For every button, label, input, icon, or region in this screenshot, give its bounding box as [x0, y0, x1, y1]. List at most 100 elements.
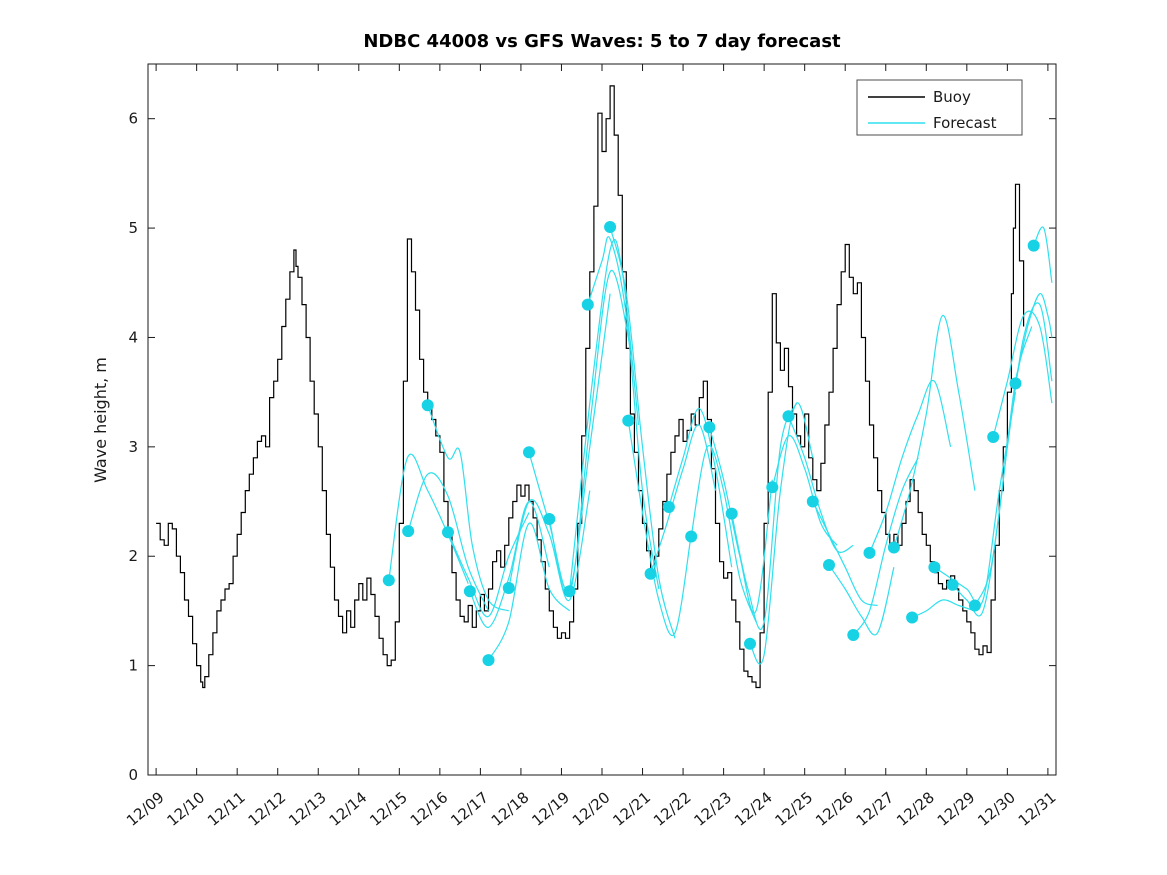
legend-forecast-label: Forecast [933, 114, 997, 132]
forecast-run-line [569, 238, 640, 592]
forecast-start-marker [863, 546, 876, 559]
x-tick-label: 12/30 [974, 788, 1019, 830]
y-tick-label: 0 [128, 766, 138, 784]
x-tick-label: 12/24 [731, 788, 776, 830]
forecast-start-marker [442, 526, 454, 539]
x-tick-label: 12/22 [650, 788, 695, 830]
forecast-start-marker [806, 495, 819, 508]
forecast-start-marker [382, 574, 395, 587]
forecast-start-marker [1027, 239, 1040, 252]
forecast-start-marker [463, 585, 476, 598]
forecast-run-line [407, 472, 490, 612]
forecast-run-line [952, 326, 1033, 617]
forecast-start-marker [662, 501, 675, 513]
forecast-start-marker [946, 578, 959, 591]
forecast-start-marker [987, 431, 1000, 443]
forecast-start-marker [906, 611, 919, 624]
legend: Buoy Forecast [856, 79, 1023, 136]
forecast-run-line [911, 599, 976, 619]
y-tick-label: 6 [128, 110, 138, 128]
forecast-run-line [992, 310, 1053, 438]
forecast-run-line [508, 490, 591, 601]
x-tick-label: 12/29 [934, 788, 979, 830]
forecast-start-marker [928, 561, 941, 574]
x-tick-label: 12/17 [447, 788, 492, 830]
forecast-run-line [812, 501, 878, 607]
forecast-run-line [690, 445, 757, 623]
forecast-run-line [868, 379, 952, 554]
forecast-start-marker [823, 559, 835, 571]
forecast-start-marker [402, 525, 415, 538]
x-tick-label: 12/10 [164, 788, 209, 830]
y-tick-label: 5 [128, 219, 138, 237]
plot-area: 12/0912/1012/1112/1212/1312/1412/1512/16… [123, 63, 1060, 830]
forecast-run-line [749, 402, 814, 665]
x-tick-label: 12/26 [812, 788, 857, 830]
forecast-run-line [1014, 293, 1053, 384]
forecast-start-marker [581, 298, 594, 311]
x-tick-label: 12/20 [569, 788, 614, 830]
forecast-run-line [650, 424, 717, 574]
x-tick-label: 12/21 [609, 788, 654, 830]
forecast-run-line [469, 500, 550, 628]
y-axis-label: Wave height, m [91, 357, 110, 483]
legend-buoy-label: Buoy [933, 88, 971, 106]
y-tick-label: 1 [128, 657, 138, 675]
y-tick-label: 3 [128, 438, 138, 456]
forecast-start-marker [543, 513, 556, 525]
forecast-start-marker [847, 629, 860, 641]
forecast-start-marker [563, 585, 576, 598]
forecast-start-marker [887, 541, 900, 554]
forecast-start-marker [725, 507, 738, 520]
forecast-run-line [828, 564, 895, 636]
x-tick-label: 12/09 [123, 788, 168, 830]
forecast-start-marker [523, 446, 535, 459]
forecast-start-marker [622, 414, 635, 427]
forecast-run-line [731, 402, 798, 630]
forecast-run-line [668, 407, 733, 568]
forecast-run-line [893, 314, 976, 548]
forecast-start-marker [744, 637, 756, 650]
forecast-start-marker [968, 599, 981, 612]
y-tick-label: 4 [128, 328, 138, 346]
x-tick-label: 12/31 [1015, 788, 1060, 830]
forecast-start-marker [1009, 377, 1022, 390]
forecast-run-line [708, 427, 773, 614]
forecast-start-marker [604, 221, 617, 233]
y-tick-label: 2 [128, 547, 138, 565]
x-tick-label: 12/16 [407, 788, 452, 830]
buoy-series-line [156, 85, 1025, 689]
x-tick-label: 12/15 [366, 788, 411, 830]
axes-border [147, 63, 1057, 776]
forecast-start-marker [782, 410, 795, 423]
chart-title: NDBC 44008 vs GFS Waves: 5 to 7 day fore… [363, 31, 841, 52]
forecast-start-marker [421, 399, 434, 412]
forecast-run-line [388, 453, 469, 584]
legend-box [856, 79, 1023, 136]
forecast-run-line [609, 226, 676, 639]
forecast-start-marker [482, 654, 495, 667]
forecast-run-line [852, 457, 919, 636]
x-tick-label: 12/12 [245, 788, 290, 830]
x-tick-label: 12/27 [853, 788, 898, 830]
x-tick-label: 12/23 [690, 788, 735, 830]
x-tick-label: 12/19 [528, 788, 573, 830]
forecast-run-line [487, 522, 571, 661]
forecast-run-line [587, 236, 660, 590]
forecast-run-line [1033, 226, 1053, 283]
forecast-start-marker [685, 530, 698, 543]
x-tick-label: 12/11 [204, 788, 249, 830]
forecast-run-line [447, 512, 530, 618]
forecast-run-line [974, 302, 1053, 606]
forecast-start-marker [703, 421, 716, 434]
forecast-start-marker [644, 567, 657, 580]
x-tick-label: 12/28 [893, 788, 938, 830]
forecast-run-line [427, 405, 510, 612]
forecast-start-marker [502, 582, 515, 594]
forecast-run-line [627, 420, 692, 636]
x-tick-label: 12/18 [488, 788, 533, 830]
x-tick-label: 12/25 [772, 788, 817, 830]
forecast-start-marker [766, 481, 779, 494]
